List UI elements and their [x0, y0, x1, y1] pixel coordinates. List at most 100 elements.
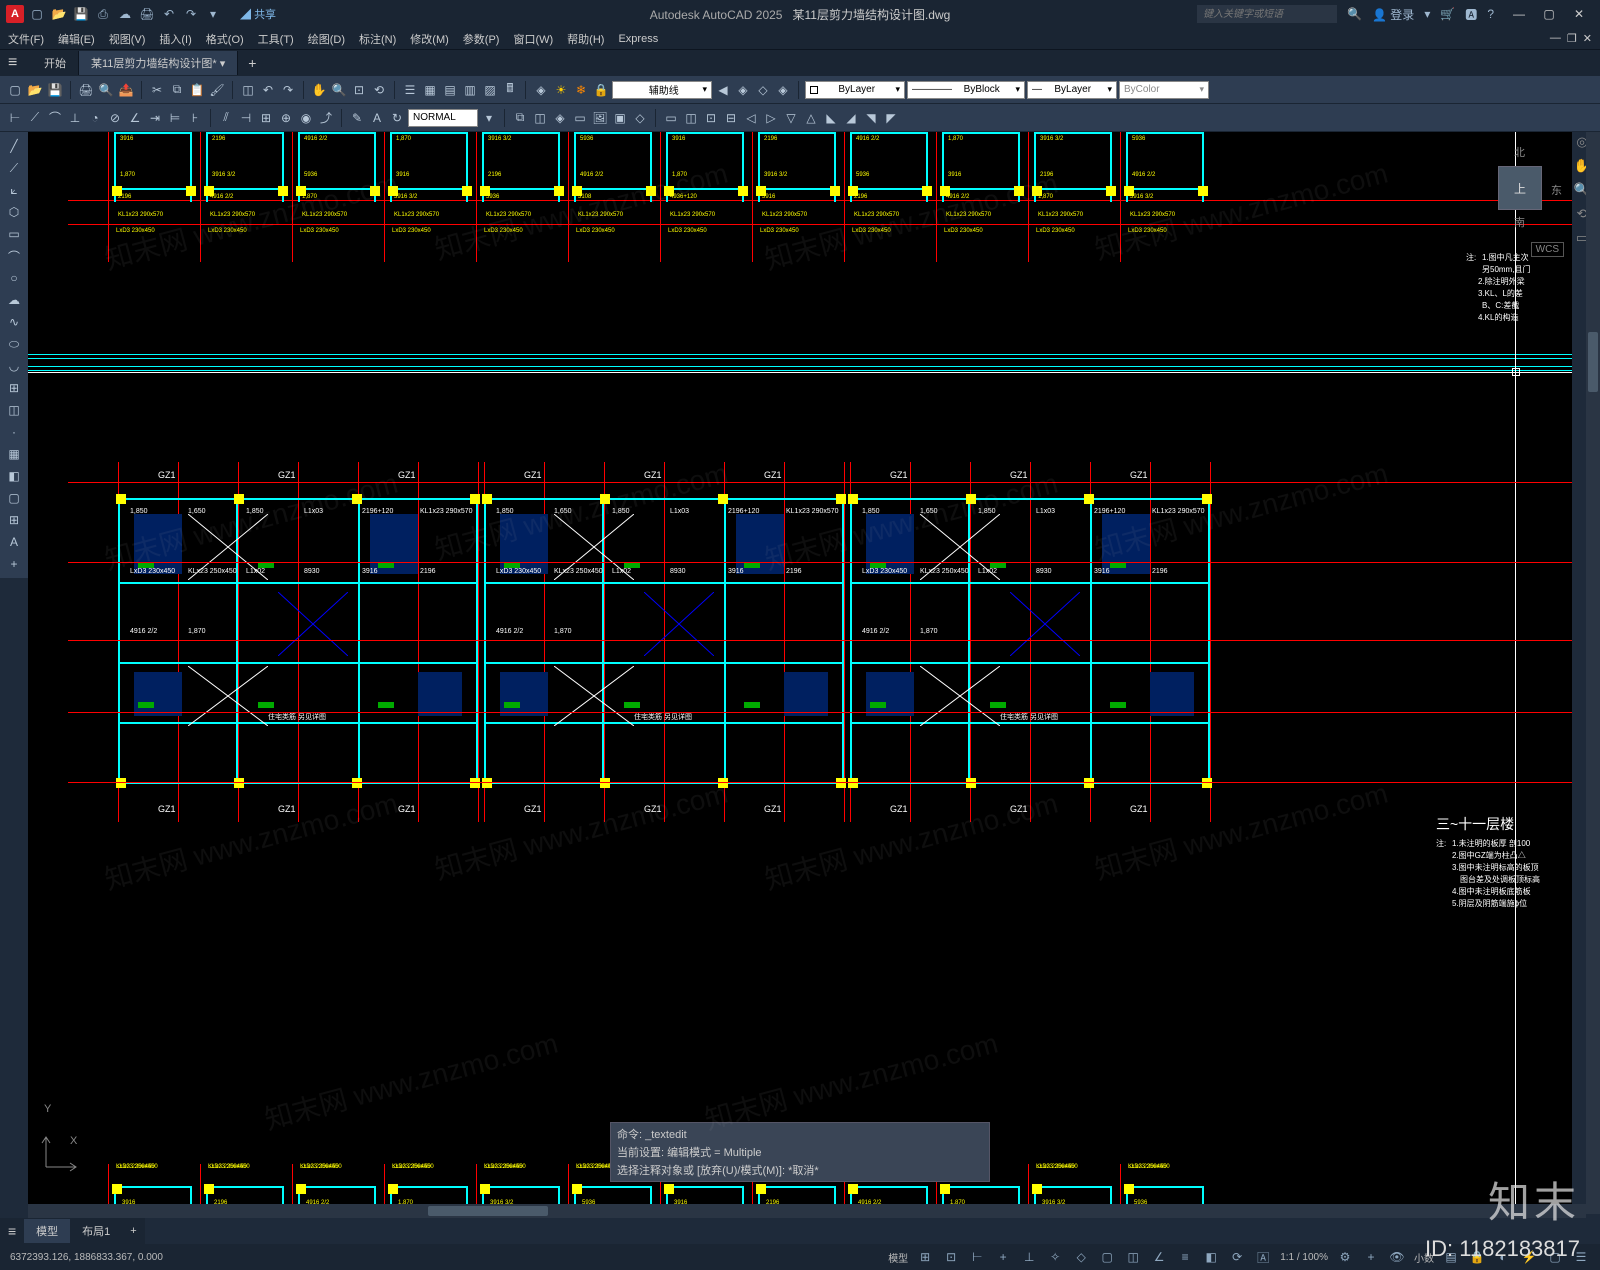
gear-icon[interactable]: ⚙	[1336, 1248, 1354, 1266]
annotation-icon[interactable]: 🄰	[1254, 1248, 1272, 1266]
search-icon[interactable]: 🔍	[1347, 7, 1362, 21]
paste-icon[interactable]: 📋	[188, 81, 206, 99]
markup-icon[interactable]: ▨	[481, 81, 499, 99]
block-icon[interactable]: ◫	[239, 81, 257, 99]
layer-match-icon[interactable]: ◈	[734, 81, 752, 99]
mtext-icon[interactable]: A	[2, 532, 26, 552]
dim-angular-icon[interactable]: ∠	[126, 109, 144, 127]
xline-icon[interactable]: ⟋	[2, 158, 26, 178]
color-dropdown[interactable]: ByLayer	[805, 81, 905, 99]
line-icon[interactable]: ╱	[2, 136, 26, 156]
lineweight-icon[interactable]: ≡	[1176, 1248, 1194, 1266]
viewcube-north[interactable]: 北	[1514, 144, 1525, 160]
center-mark-icon[interactable]: ⊕	[277, 109, 295, 127]
region-icon[interactable]: ▢	[2, 488, 26, 508]
polygon-icon[interactable]: ⬡	[2, 202, 26, 222]
clean-screen-icon[interactable]: ▢	[1546, 1248, 1564, 1266]
undo-icon[interactable]: ↶	[259, 81, 277, 99]
plot-style-dropdown[interactable]: ByColor	[1119, 81, 1209, 99]
help-icon[interactable]: ?	[1487, 7, 1494, 21]
menu-tools[interactable]: 工具(T)	[258, 31, 294, 47]
point-icon[interactable]: ·	[2, 422, 26, 442]
view-sw-icon[interactable]: ◣	[822, 109, 840, 127]
doc-minimize-button[interactable]: —	[1550, 32, 1561, 45]
view-top-icon[interactable]: ⊡	[702, 109, 720, 127]
grid-icon[interactable]: ⊞	[916, 1248, 934, 1266]
menu-modify[interactable]: 修改(M)	[410, 31, 449, 47]
apps-icon[interactable]: 🅰	[1465, 6, 1477, 23]
linetype-dropdown[interactable]: ———— ByBlock	[907, 81, 1025, 99]
maximize-button[interactable]: ▢	[1534, 4, 1564, 24]
view-nw-icon[interactable]: ◤	[882, 109, 900, 127]
properties-icon[interactable]: ☰	[401, 81, 419, 99]
dim-update-icon[interactable]: ↻	[388, 109, 406, 127]
dim-ordinate-icon[interactable]: ⊥	[66, 109, 84, 127]
dropdown-icon[interactable]: ▾	[204, 5, 222, 23]
ref-clip-icon[interactable]: ◫	[531, 109, 549, 127]
layout-menu-button[interactable]: ≡	[8, 1223, 16, 1239]
rectangle-icon[interactable]: ▭	[2, 224, 26, 244]
app-icon[interactable]: A	[6, 5, 24, 23]
publish-icon[interactable]: 📤	[117, 81, 135, 99]
layout1-tab[interactable]: 布局1	[70, 1219, 122, 1243]
app-menu-button[interactable]: ≡	[8, 54, 32, 72]
dim-style-icon[interactable]: ▾	[480, 109, 498, 127]
hatch-icon[interactable]: ▦	[2, 444, 26, 464]
menu-format[interactable]: 格式(O)	[206, 31, 244, 47]
open-icon[interactable]: 📂	[50, 5, 68, 23]
dim-baseline-icon[interactable]: ⊨	[166, 109, 184, 127]
ellipse-icon[interactable]: ⬭	[2, 334, 26, 354]
doc-restore-button[interactable]: ❐	[1567, 32, 1577, 45]
arc-icon[interactable]: ⌒	[2, 246, 26, 266]
customize-icon[interactable]: ☰	[1572, 1248, 1590, 1266]
add-layout-button[interactable]: +	[122, 1225, 144, 1237]
view-ne-icon[interactable]: ◥	[862, 109, 880, 127]
view-bottom-icon[interactable]: ⊟	[722, 109, 740, 127]
viewcube[interactable]: 北 东 南 上	[1474, 142, 1564, 232]
new-icon[interactable]: ▢	[6, 81, 24, 99]
dim-text-edit-icon[interactable]: A	[368, 109, 386, 127]
dim-radius-icon[interactable]: ◔	[86, 109, 104, 127]
tool-palette-icon[interactable]: ▤	[441, 81, 459, 99]
annotation-monitor-icon[interactable]: 👁	[1388, 1248, 1406, 1266]
ref-layers-icon[interactable]: ◈	[551, 109, 569, 127]
status-units[interactable]: 小数	[1414, 1250, 1434, 1265]
scrollbar-vertical[interactable]	[1586, 132, 1600, 1214]
lock-ui-icon[interactable]: 🔒	[1468, 1248, 1486, 1266]
tolerance-icon[interactable]: ⊞	[257, 109, 275, 127]
zoom-prev-icon[interactable]: ⟲	[370, 81, 388, 99]
share-button[interactable]: ◢ 共享	[240, 6, 276, 22]
ref-frame-icon[interactable]: ▭	[571, 109, 589, 127]
dim-space-icon[interactable]: ⫽	[217, 109, 235, 127]
dim-arc-icon[interactable]: ⌒	[46, 109, 64, 127]
tab-start[interactable]: 开始	[32, 51, 79, 75]
3dosnap-icon[interactable]: ◫	[1124, 1248, 1142, 1266]
ellipse-arc-icon[interactable]: ◡	[2, 356, 26, 376]
dim-diameter-icon[interactable]: ⊘	[106, 109, 124, 127]
wcs-badge[interactable]: WCS	[1531, 242, 1564, 257]
layer-dropdown[interactable]: 辅助线	[612, 81, 712, 99]
spline-icon[interactable]: ∿	[2, 312, 26, 332]
plot-icon[interactable]: 🖨	[138, 5, 156, 23]
dim-break-icon[interactable]: ⊣	[237, 109, 255, 127]
osnap-icon[interactable]: ▢	[1098, 1248, 1116, 1266]
view-se-icon[interactable]: ◢	[842, 109, 860, 127]
view-named-icon[interactable]: ▭	[662, 109, 680, 127]
web-icon[interactable]: ☁	[116, 5, 134, 23]
isolate-icon[interactable]: ◐	[1494, 1248, 1512, 1266]
hardware-accel-icon[interactable]: ⚡	[1520, 1248, 1538, 1266]
menu-view[interactable]: 视图(V)	[109, 31, 146, 47]
viewcube-south[interactable]: 南	[1514, 214, 1525, 230]
redo-icon[interactable]: ↷	[182, 5, 200, 23]
saveas-icon[interactable]: ⎙	[94, 5, 112, 23]
table-icon[interactable]: ⊞	[2, 510, 26, 530]
circle-icon[interactable]: ○	[2, 268, 26, 288]
cut-icon[interactable]: ✂	[148, 81, 166, 99]
ortho-icon[interactable]: ⊥	[1020, 1248, 1038, 1266]
pan-icon[interactable]: ✋	[310, 81, 328, 99]
layer-icon[interactable]: ◈	[532, 81, 550, 99]
quick-props-icon[interactable]: ▤	[1442, 1248, 1460, 1266]
layer-prev-icon[interactable]: ◀	[714, 81, 732, 99]
infer-icon[interactable]: ⊢	[968, 1248, 986, 1266]
jogged-icon[interactable]: ⤴	[317, 109, 335, 127]
